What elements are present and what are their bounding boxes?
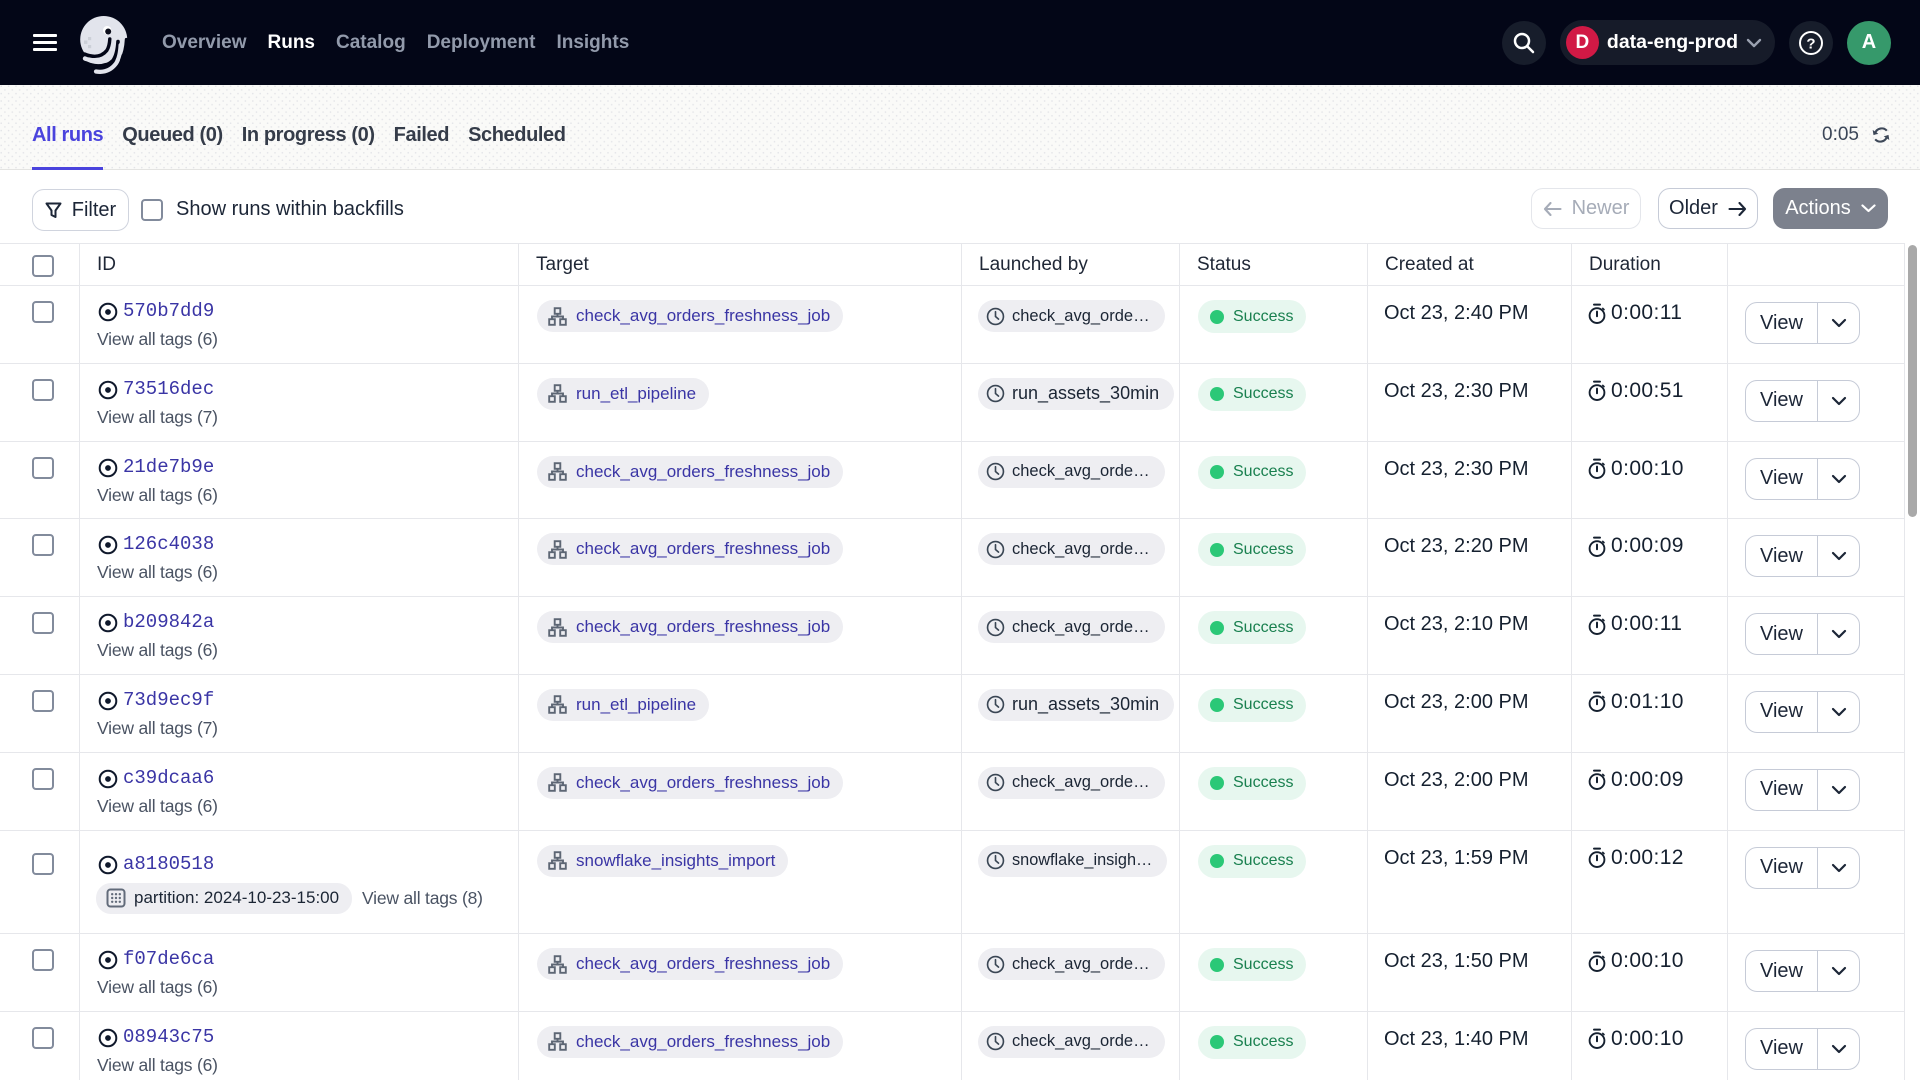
svg-text:?: ? — [1806, 35, 1815, 52]
